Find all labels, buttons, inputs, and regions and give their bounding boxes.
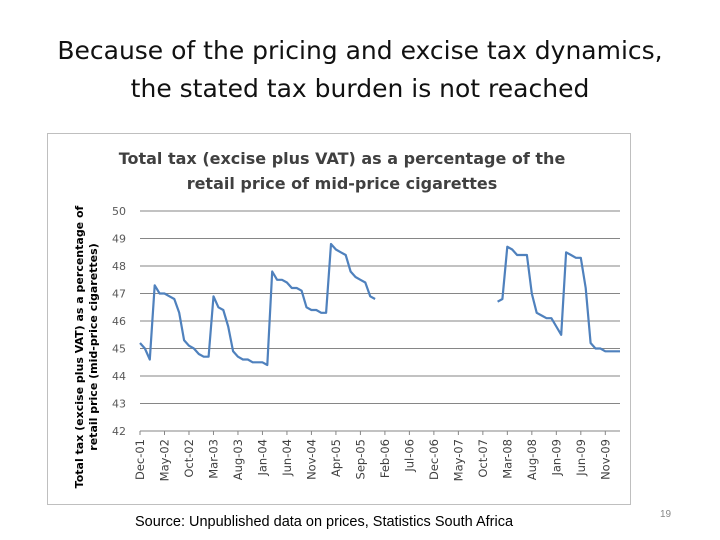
x-tick-label: Jan-04 — [255, 439, 269, 477]
y-tick-label: 48 — [112, 260, 126, 273]
y-tick-labels: 42 43 44 45 46 47 48 49 50 — [112, 205, 126, 438]
x-tick-label: Dec-06 — [427, 439, 441, 480]
slide-number: 19 — [660, 509, 672, 520]
series-line — [497, 245, 620, 353]
x-tick-label: Dec-01 — [133, 439, 147, 480]
y-tick-label: 47 — [112, 288, 126, 301]
x-tick-label: Jun-09 — [574, 439, 588, 477]
y-tick-label: 45 — [112, 343, 126, 356]
line-chart: Total tax (excise plus VAT) as a percent… — [73, 149, 620, 488]
x-tick-label: Mar-03 — [206, 439, 220, 479]
x-tick-label: Aug-08 — [525, 439, 539, 480]
y-tick-label: 49 — [112, 233, 126, 246]
series-lines — [139, 242, 620, 367]
chart-title-line-1: Total tax (excise plus VAT) as a percent… — [119, 149, 566, 168]
x-tick-label: Jan-09 — [549, 439, 563, 477]
x-tick-label: May-02 — [157, 439, 171, 481]
x-tick-label: Nov-04 — [304, 439, 318, 480]
chart-frame: Total tax (excise plus VAT) as a percent… — [47, 133, 631, 505]
y-tick-label: 43 — [112, 398, 126, 411]
x-tick-label: Nov-09 — [598, 439, 612, 480]
x-tick-label: Jul-06 — [402, 439, 416, 473]
y-tick-label: 42 — [112, 425, 126, 438]
x-tick-label: Oct-02 — [182, 439, 196, 478]
x-tick-label: Apr-05 — [329, 439, 343, 477]
x-tick-label: Sep-05 — [353, 439, 367, 479]
x-tick-label: Feb-06 — [378, 439, 392, 478]
x-tick-label: Mar-08 — [500, 439, 514, 479]
y-tick-label: 46 — [112, 315, 126, 328]
x-tick-label: May-07 — [451, 439, 465, 481]
series-line — [139, 242, 376, 367]
y-tick-label: 50 — [112, 205, 126, 218]
x-tick-label: Jun-04 — [280, 439, 294, 477]
x-tick-labels: Dec-01 May-02 Oct-02 Mar-03 Aug-03 Jan-04 Jun-… — [133, 431, 612, 481]
gridlines — [140, 210, 620, 432]
x-tick-label: Aug-03 — [231, 439, 245, 480]
x-tick-label: Oct-07 — [476, 439, 490, 478]
y-axis-label-line-2: retail price (mid-price cigarettes) — [87, 243, 100, 450]
slide-title-line-2: the stated tax burden is not reached — [130, 74, 590, 103]
y-tick-label: 44 — [112, 370, 126, 383]
source-note: Source: Unpublished data on prices, Stat… — [135, 514, 514, 530]
chart-title-line-2: retail price of mid-price cigarettes — [187, 174, 498, 193]
slide-title-line-1: Because of the pricing and excise tax dy… — [57, 36, 663, 65]
y-axis-label-line-1: Total tax (excise plus VAT) as a percent… — [73, 205, 86, 488]
slide-title: Because of the pricing and excise tax dy… — [20, 32, 700, 108]
